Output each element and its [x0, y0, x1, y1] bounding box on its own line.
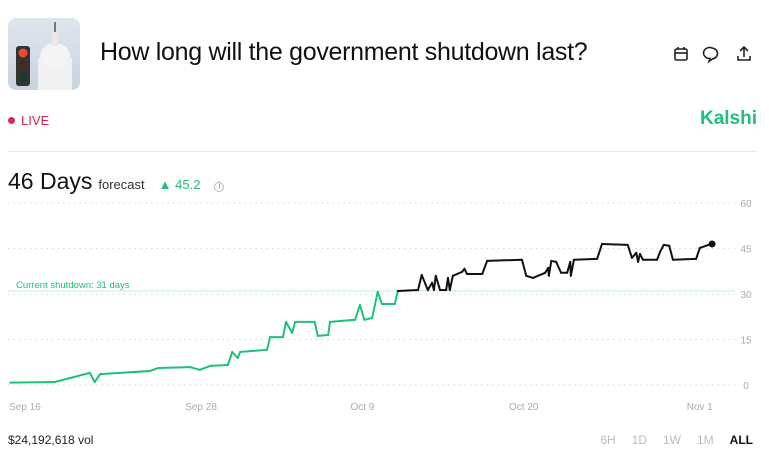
range-all[interactable]: ALL [729, 433, 753, 447]
series-segment [417, 273, 423, 292]
live-dot [8, 117, 15, 124]
series-segment [327, 320, 332, 336]
y-tick-label: 0 [743, 381, 749, 392]
series-segment [363, 316, 374, 321]
series-segment [231, 350, 239, 360]
change-value: 45.2 [175, 177, 201, 192]
series-segment [157, 366, 192, 370]
y-tick-label: 30 [740, 290, 752, 301]
forecast-chart: 0 15 30 45 60 Sep 16 Sep 28 Oct 9 Oct 20 Nov 1 Cur… [8, 199, 752, 413]
series-segment [226, 350, 234, 366]
live-indicator: LIVE [8, 113, 49, 128]
series-segment [420, 273, 429, 292]
comment-icon[interactable] [702, 44, 722, 64]
series-segment [329, 318, 357, 323]
series-segment [569, 258, 575, 277]
x-tick-label: Oct 20 [509, 402, 539, 413]
series-segment [93, 373, 102, 383]
range-1d[interactable]: 1D [631, 433, 647, 447]
series-segment [451, 270, 464, 277]
series-segment [209, 363, 229, 367]
series-segment [53, 371, 91, 383]
series-segment [396, 289, 420, 292]
series-segment [236, 350, 242, 360]
calendar-icon[interactable] [671, 44, 691, 64]
time-range-selector: 6H 1D 1W 1M ALL [600, 433, 753, 447]
forecast-change: ▲ 45.2 [159, 177, 201, 192]
series-segment [99, 370, 151, 376]
series-segment [358, 303, 366, 321]
series-segment [148, 367, 160, 373]
last-point-marker [708, 240, 716, 248]
series-segment [281, 320, 288, 339]
series-segment [671, 257, 698, 261]
range-6h[interactable]: 6H [600, 433, 616, 447]
brand-logo[interactable]: Kalshi [699, 108, 757, 129]
series-segment [393, 289, 399, 306]
series-segment [291, 320, 297, 334]
reference-line-label: Current shutdown: 31 days [16, 280, 130, 291]
series-segment [596, 242, 604, 260]
x-tick-label: Nov 1 [687, 402, 714, 413]
series-segment [448, 274, 454, 292]
y-tick-label: 45 [740, 245, 752, 256]
series-segment [266, 336, 272, 351]
series-segment [520, 258, 528, 277]
series-segment [434, 274, 442, 292]
series-segment [9, 380, 56, 384]
series-segment [547, 259, 553, 277]
series-segment [486, 258, 523, 262]
series-segment [531, 271, 547, 279]
live-label: LIVE [21, 113, 50, 128]
series-segment [376, 290, 383, 306]
divider [8, 151, 757, 152]
range-1w[interactable]: 1W [663, 433, 681, 447]
series-segment [371, 290, 379, 319]
forecast-value: 46 Days [8, 168, 93, 194]
series-segment [316, 333, 330, 337]
series-segment [695, 246, 701, 260]
series-segment [638, 252, 644, 261]
series-segment [354, 303, 361, 321]
series-segment [656, 250, 662, 261]
series-segment [659, 243, 665, 253]
market-thumbnail [8, 18, 80, 90]
series-segment [313, 320, 319, 337]
range-1m[interactable]: 1M [697, 433, 714, 447]
series-segment [626, 243, 633, 259]
series-segment [239, 348, 269, 353]
series-segment [698, 244, 707, 249]
series-segment [88, 371, 96, 383]
x-tick-label: Oct 9 [350, 402, 374, 413]
series-segment [285, 320, 294, 334]
volume: $24,192,618 vol [8, 433, 94, 447]
page-title: How long will the government shutdown la… [100, 38, 588, 66]
y-tick-label: 60 [740, 199, 752, 210]
share-icon[interactable] [734, 44, 754, 64]
series-segment [189, 366, 201, 371]
series-segment [198, 364, 212, 371]
x-tick-label: Sep 28 [185, 402, 217, 413]
x-tick-label: Sep 16 [9, 402, 41, 413]
forecast-label: forecast [98, 177, 145, 192]
series-segment [668, 244, 674, 261]
series-segment [572, 257, 599, 261]
series-segment [555, 260, 563, 274]
capitol-image [16, 22, 72, 90]
series-segment [525, 274, 534, 279]
series-segment [601, 242, 629, 246]
up-triangle-icon: ▲ [158, 177, 172, 192]
y-tick-label: 15 [740, 336, 752, 347]
info-icon[interactable]: i [214, 182, 225, 192]
series-segment [481, 259, 489, 275]
forecast-summary: 46 Days forecast ▲ 45.2 i [8, 168, 225, 195]
